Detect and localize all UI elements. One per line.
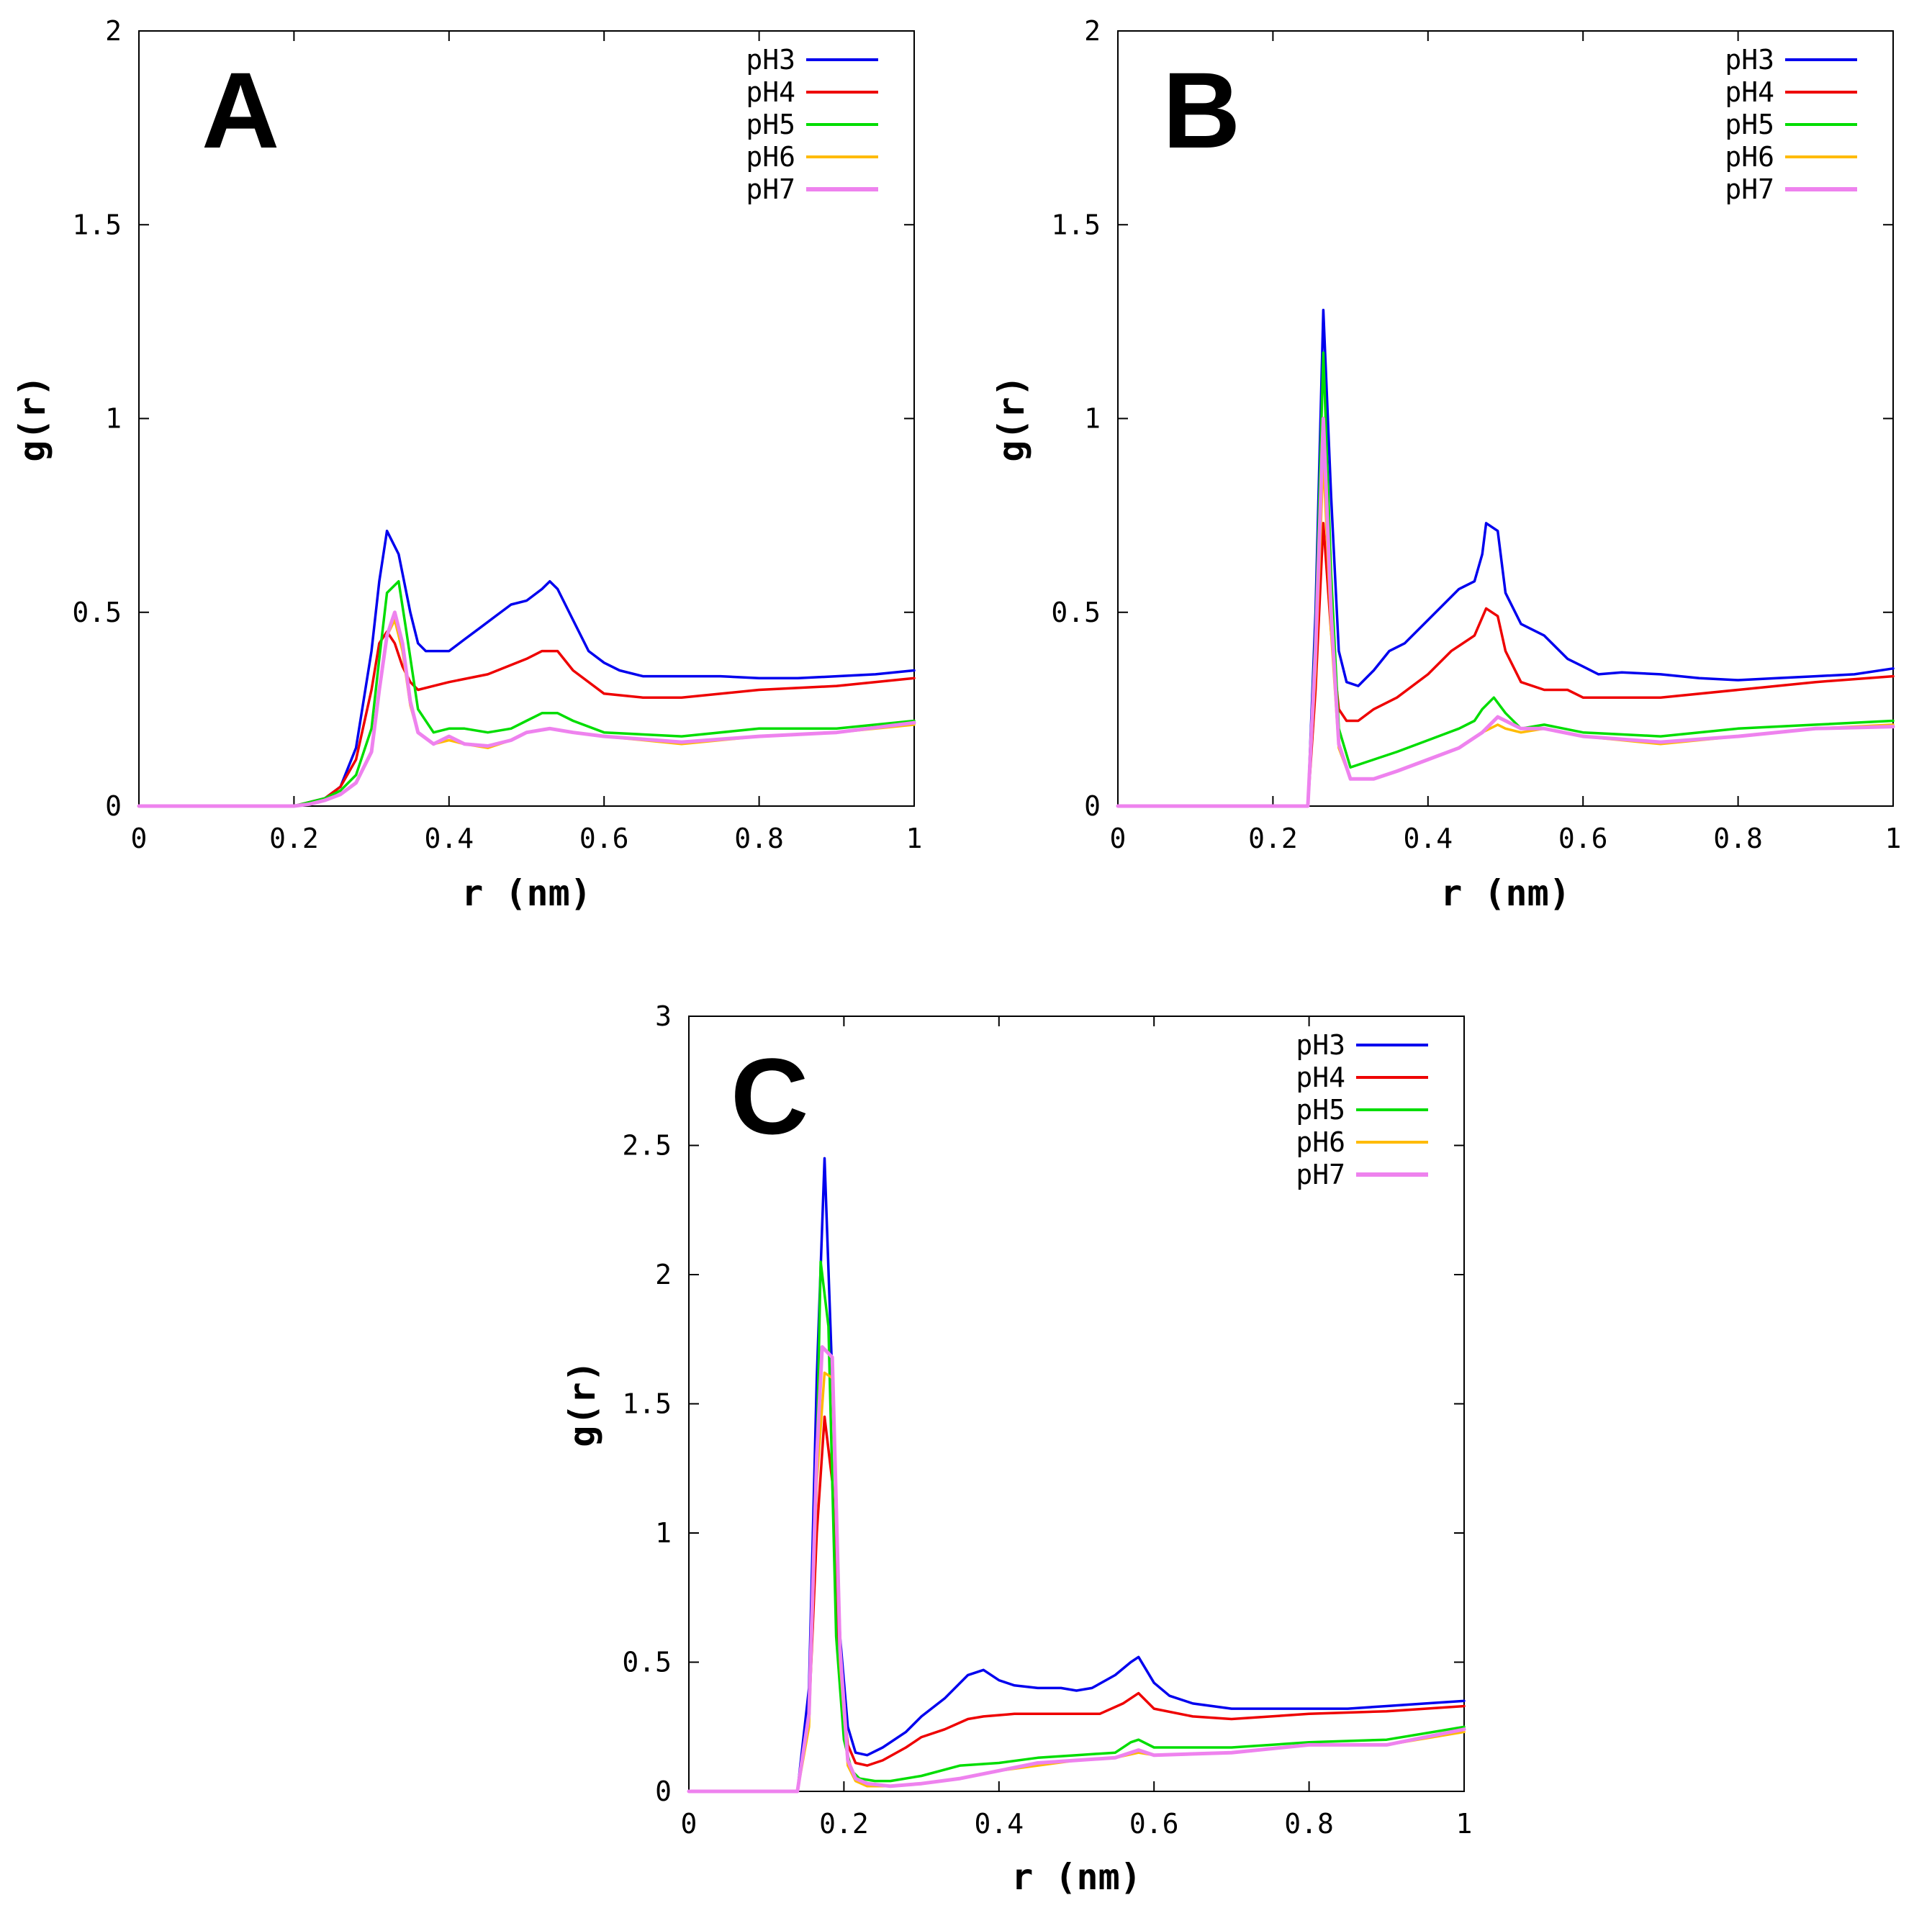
legend-label: pH4 [1725, 76, 1774, 108]
series-line-ph5 [687, 1260, 1466, 1793]
y-tick-label: 0 [1084, 790, 1101, 822]
x-tick-label: 1 [1885, 823, 1902, 854]
series-line-ph6 [1116, 456, 1895, 808]
series-line-ph7 [687, 1345, 1466, 1794]
x-tick-label: 0.4 [424, 823, 474, 854]
series-line-ph3 [687, 1157, 1466, 1793]
series-line-ph7 [1116, 417, 1895, 808]
series-line-ph4 [687, 1415, 1466, 1793]
legend-label: pH4 [746, 76, 795, 108]
x-tick-label: 0.4 [974, 1808, 1024, 1840]
x-tick-label: 0 [131, 823, 148, 854]
legend-label: pH3 [1725, 44, 1774, 76]
legend-label: pH7 [746, 173, 795, 205]
y-tick-label: 1 [1084, 403, 1101, 435]
panel-letter: C [731, 1036, 808, 1157]
legend-label: pH5 [1296, 1094, 1345, 1126]
legend-label: pH4 [1296, 1062, 1345, 1093]
x-axis-label: r (nm) [1440, 872, 1571, 914]
panel-c: 0 0.2 0.4 0.6 0.8 1 0 0.5 1 1.5 2 2.5 3 r (nm) g(r) C pH… [561, 1000, 1472, 1898]
x-axis-label: r (nm) [1011, 1856, 1142, 1898]
series-line-ph3 [1116, 308, 1895, 808]
x-tick-label: 0.6 [1558, 823, 1608, 854]
x-tick-label: 0 [681, 1808, 698, 1840]
y-tick-label: 1.5 [622, 1388, 672, 1420]
y-axis-label: g(r) [561, 1360, 603, 1447]
series-line-ph6 [137, 618, 916, 808]
x-tick-label: 0.6 [1129, 1808, 1179, 1840]
series-line-ph7 [137, 610, 916, 808]
x-tick-label: 0.8 [1713, 823, 1763, 854]
y-axis-label: g(r) [990, 375, 1032, 461]
legend-label: pH6 [1725, 141, 1774, 173]
x-tick-label: 0 [1110, 823, 1127, 854]
x-tick-label: 0.4 [1403, 823, 1453, 854]
panel-letter: A [202, 50, 279, 171]
y-tick-label: 0 [655, 1776, 672, 1807]
x-tick-label: 0.8 [734, 823, 784, 854]
x-tick-label: 0.8 [1284, 1808, 1334, 1840]
x-axis-label: r (nm) [461, 872, 592, 914]
y-tick-label: 3 [655, 1000, 672, 1032]
series-line-ph3 [137, 529, 916, 808]
series-line-ph5 [1116, 351, 1895, 808]
panel-b: 0 0.2 0.4 0.6 0.8 1 0 0.5 1 1.5 2 r (nm) g(r) B pH3pH4… [990, 15, 1901, 914]
x-tick-label: 0.6 [579, 823, 629, 854]
y-tick-label: 2 [655, 1259, 672, 1290]
legend-label: pH7 [1725, 173, 1774, 205]
legend-label: pH7 [1296, 1159, 1345, 1190]
y-tick-label: 2 [1084, 15, 1101, 47]
legend-label: pH5 [746, 109, 795, 140]
y-tick-label: 2 [105, 15, 122, 47]
y-tick-label: 2.5 [622, 1130, 672, 1162]
x-tick-label: 0.2 [819, 1808, 869, 1840]
y-tick-label: 1 [655, 1517, 672, 1549]
series-line-ph5 [137, 579, 916, 808]
legend-label: pH3 [746, 44, 795, 76]
y-tick-label: 0.5 [1051, 597, 1101, 628]
y-tick-label: 0.5 [72, 597, 122, 628]
panel-letter: B [1163, 50, 1240, 171]
y-axis-label: g(r) [12, 375, 53, 461]
y-tick-label: 1 [105, 403, 122, 435]
x-tick-label: 0.2 [1248, 823, 1298, 854]
legend-label: pH5 [1725, 109, 1774, 140]
y-tick-label: 0 [105, 790, 122, 822]
y-tick-label: 1.5 [72, 209, 122, 240]
series-line-ph4 [1116, 522, 1895, 808]
series-line-ph4 [137, 630, 916, 808]
y-tick-label: 0.5 [622, 1647, 672, 1678]
x-tick-label: 0.2 [269, 823, 319, 854]
legend-label: pH6 [746, 141, 795, 173]
x-tick-label: 1 [1456, 1808, 1473, 1840]
legend-label: pH6 [1296, 1126, 1345, 1158]
legend-label: pH3 [1296, 1029, 1345, 1061]
panel-a: 0 0.2 0.4 0.6 0.8 1 0 0.5 1 1.5 2 r (nm) g(r) A pH3pH4… [12, 15, 922, 914]
y-tick-label: 1.5 [1051, 209, 1101, 240]
x-tick-label: 1 [906, 823, 923, 854]
